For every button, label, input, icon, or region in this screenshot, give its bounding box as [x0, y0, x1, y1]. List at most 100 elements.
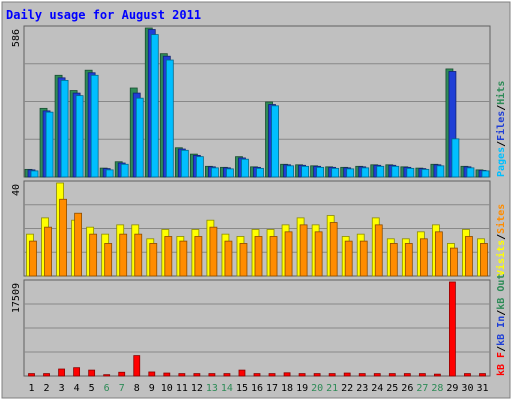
x-tick-label-day-20: 20	[311, 383, 323, 394]
bar-pages-day-11	[180, 149, 189, 178]
bar-pages-day-18	[286, 165, 294, 178]
x-tick-label-day-26: 26	[401, 383, 413, 394]
x-tick-label-day-23: 23	[356, 383, 368, 394]
bar-sites-day-26	[404, 243, 413, 277]
bar-kb-f-day-19	[298, 373, 306, 377]
bar-kb-f-day-2	[43, 373, 50, 377]
x-tick-label-day-4: 4	[74, 383, 80, 394]
x-tick-label-day-28: 28	[431, 383, 443, 394]
bar-sites-day-16	[254, 236, 263, 277]
bar-kb-f-day-10	[163, 372, 171, 377]
bar-kb-f-day-31	[479, 373, 486, 377]
bar-sites-day-30	[465, 236, 473, 277]
bar-sites-day-19	[299, 224, 308, 277]
bar-kb-f-day-30	[464, 373, 471, 377]
x-tick-label-day-14: 14	[221, 383, 233, 394]
bar-sites-day-31	[480, 243, 488, 277]
bar-pages-day-30	[466, 167, 475, 178]
x-tick-label-day-13: 13	[206, 383, 218, 394]
bar-kb-f-day-4	[73, 367, 81, 377]
bar-kb-f-day-1	[28, 373, 35, 377]
bar-sites-day-9	[149, 243, 158, 277]
bar-pages-day-4	[75, 95, 84, 178]
bar-pages-day-3	[60, 79, 69, 178]
x-tick-label-day-21: 21	[326, 383, 338, 394]
bar-pages-day-28	[436, 165, 445, 178]
bar-kb-f-day-16	[253, 373, 261, 377]
bar-pages-day-2	[45, 111, 54, 178]
legend-entry-hits: Hits	[495, 81, 507, 105]
bar-sites-day-24	[374, 224, 383, 277]
y-max-label-top: 586	[11, 29, 22, 47]
bar-pages-day-16	[256, 167, 264, 178]
x-tick-label-day-5: 5	[89, 383, 95, 394]
bar-sites-day-18	[284, 231, 293, 277]
bar-pages-day-27	[421, 168, 430, 178]
bar-pages-day-13	[211, 167, 219, 178]
bar-kb-f-day-17	[268, 373, 276, 377]
bar-kb-f-day-24	[373, 373, 381, 377]
bar-sites-day-2	[44, 226, 52, 277]
bar-pages-day-5	[90, 74, 99, 178]
legend-separator: /	[496, 234, 507, 240]
legend-entry-pages: Pages	[496, 147, 507, 177]
bar-sites-day-29	[450, 247, 458, 277]
bar-kb-f-day-7	[118, 371, 126, 377]
x-tick-label-day-22: 22	[341, 383, 353, 394]
x-tick-label-day-25: 25	[386, 383, 398, 394]
legend-separator: /	[496, 310, 507, 316]
bar-kb-f-day-28	[433, 373, 441, 377]
bar-sites-day-13	[209, 226, 218, 277]
legend-entry-kb-f: kB F	[496, 352, 507, 376]
bar-pages-day-8	[135, 97, 144, 178]
x-tick-label-day-24: 24	[371, 383, 383, 394]
bar-sites-day-12	[194, 236, 203, 277]
legend-top: Pages/Files/Hits	[495, 81, 507, 177]
bar-pages-day-6	[105, 169, 114, 178]
x-tick-label-day-6: 6	[104, 383, 110, 394]
legend-entry-kb-in: kB In	[496, 316, 507, 346]
bar-pages-day-10	[165, 59, 174, 178]
bar-kb-f-day-27	[418, 373, 426, 377]
bar-kb-f-day-5	[88, 369, 96, 377]
x-tick-label-day-11: 11	[176, 383, 188, 394]
chart-title: Daily usage for August 2011	[6, 8, 201, 22]
bar-sites-day-27	[419, 238, 428, 277]
bar-pages-day-25	[391, 165, 400, 178]
legend-entry-kb-out: kB Out	[496, 274, 507, 310]
x-tick-label-day-1: 1	[29, 383, 35, 394]
bar-kb-f-day-6	[103, 374, 111, 377]
bar-pages-day-14	[226, 168, 234, 178]
bar-pages-day-9	[150, 34, 159, 178]
y-max-label-bottom: 17509	[11, 283, 22, 313]
bar-kb-f-day-15	[238, 369, 246, 377]
legend-bottom: kB F/kB In/kB Out	[496, 274, 507, 376]
bar-sites-day-22	[344, 240, 353, 277]
x-tick-label-day-17: 17	[266, 383, 278, 394]
legend-middle: Visits/Sites	[495, 204, 507, 276]
x-tick-label-day-18: 18	[281, 383, 293, 394]
bar-pages-day-19	[301, 165, 309, 178]
bar-pages-day-29	[451, 138, 460, 178]
x-tick-label-day-3: 3	[59, 383, 65, 394]
bar-kb-f-day-11	[178, 373, 186, 377]
bar-sites-day-11	[179, 240, 188, 277]
x-tick-label-day-12: 12	[191, 383, 203, 394]
bar-kb-f-day-3	[58, 368, 65, 377]
bar-kb-f-day-29	[449, 281, 456, 377]
x-tick-label-day-27: 27	[416, 383, 428, 394]
bar-sites-day-8	[134, 233, 143, 277]
legend-separator: /	[496, 141, 507, 147]
legend-entry-visits: Visits	[495, 240, 507, 276]
bar-kb-f-day-18	[283, 372, 291, 377]
bar-pages-day-7	[120, 163, 129, 178]
x-tick-label-day-16: 16	[251, 383, 263, 394]
legend-entry-files: Files	[495, 111, 507, 141]
bar-kb-f-day-25	[388, 373, 396, 377]
bar-pages-day-24	[376, 165, 385, 178]
x-tick-label-day-30: 30	[461, 383, 473, 394]
bar-sites-day-20	[314, 231, 323, 277]
